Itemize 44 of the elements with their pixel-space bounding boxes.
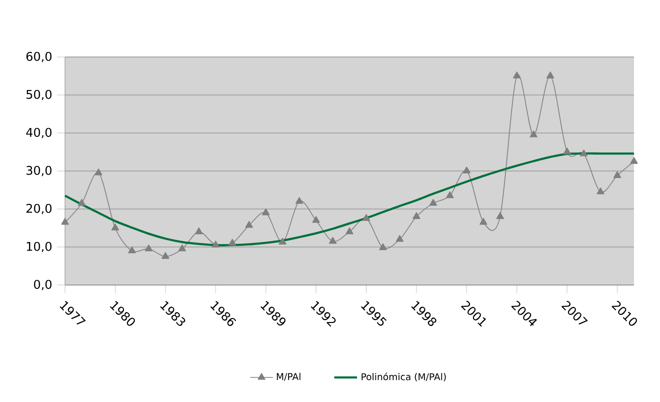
point — [496, 212, 504, 219]
point — [512, 72, 521, 78]
point — [262, 208, 270, 216]
point — [328, 236, 337, 244]
point — [162, 252, 170, 259]
point — [78, 198, 86, 206]
y-tick-label: 60,0 — [26, 52, 52, 62]
point — [480, 218, 488, 225]
legend-label: M/PAl — [276, 372, 300, 381]
point — [212, 240, 220, 248]
point — [228, 238, 236, 246]
point — [412, 212, 420, 219]
point — [346, 227, 354, 234]
point — [396, 234, 404, 242]
point — [111, 224, 120, 230]
point — [379, 243, 387, 250]
point — [362, 214, 370, 221]
y-tick-label: 10,0 — [26, 242, 52, 252]
point — [178, 244, 186, 252]
point — [61, 218, 69, 225]
y-tick-label: 20,0 — [26, 204, 52, 214]
y-tick-label: 40,0 — [26, 128, 52, 138]
y-tick-label: 30,0 — [26, 166, 52, 176]
point — [278, 238, 286, 244]
point — [128, 246, 136, 254]
point — [245, 220, 253, 228]
point — [580, 149, 588, 156]
point — [596, 187, 604, 194]
point — [429, 198, 438, 206]
point — [613, 171, 622, 178]
point — [530, 130, 538, 138]
y-tick-label: 50,0 — [26, 90, 52, 100]
legend-label: Polinómica (M/PAl) — [362, 372, 446, 382]
point — [195, 227, 203, 234]
point — [295, 196, 304, 204]
point — [630, 157, 638, 164]
y-tick-label: 0,0 — [34, 280, 52, 290]
point — [94, 168, 102, 176]
point — [563, 148, 571, 154]
point — [144, 244, 153, 252]
point — [312, 216, 320, 223]
point — [462, 166, 471, 174]
point — [546, 72, 554, 78]
point — [446, 191, 454, 198]
